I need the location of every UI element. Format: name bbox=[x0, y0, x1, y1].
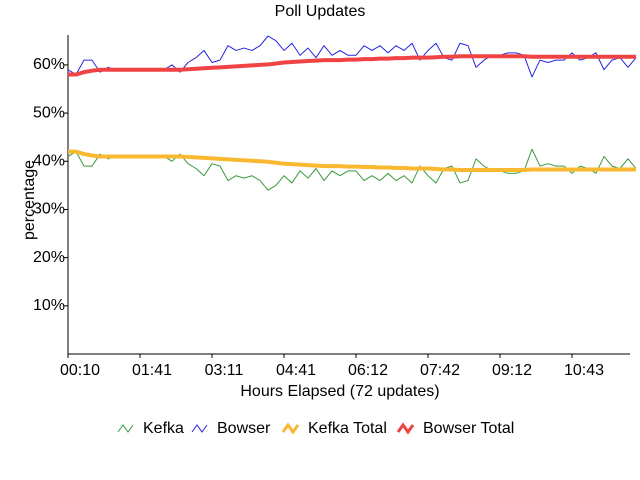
x-axis-label: Hours Elapsed (72 updates) bbox=[240, 383, 439, 400]
x-tick-label: 04:41 bbox=[276, 362, 316, 379]
legend-label: Bowser bbox=[217, 420, 271, 437]
x-tick-label: 03:11 bbox=[205, 362, 244, 379]
x-tick-label: 09:12 bbox=[492, 362, 532, 379]
series-line bbox=[68, 54, 636, 77]
legend-swatch bbox=[191, 424, 208, 433]
legend-swatch bbox=[281, 422, 300, 435]
x-tick-label: 00:10 bbox=[60, 362, 100, 379]
y-tick-label: 40% bbox=[33, 152, 65, 169]
y-tick-label: 20% bbox=[33, 249, 65, 266]
legend-label: Kefka bbox=[143, 420, 184, 437]
x-tick-label: 06:12 bbox=[348, 362, 388, 379]
x-tick-label: 07:42 bbox=[420, 362, 460, 379]
legend-swatch bbox=[396, 422, 415, 435]
series-line bbox=[68, 149, 636, 172]
y-tick-label: 10% bbox=[33, 297, 65, 314]
y-axis-label: percentage bbox=[21, 160, 38, 240]
x-tick-label: 10:43 bbox=[564, 362, 604, 379]
x-tick-label: 01:41 bbox=[132, 362, 172, 379]
chart-title: Poll Updates bbox=[275, 3, 366, 20]
y-tick-label: 60% bbox=[33, 56, 65, 73]
y-tick-label: 30% bbox=[33, 201, 65, 218]
y-tick-label: 50% bbox=[33, 104, 65, 121]
legend-swatch bbox=[117, 424, 134, 433]
legend-label: Kefka Total bbox=[308, 420, 387, 437]
legend-label: Bowser Total bbox=[423, 420, 514, 437]
